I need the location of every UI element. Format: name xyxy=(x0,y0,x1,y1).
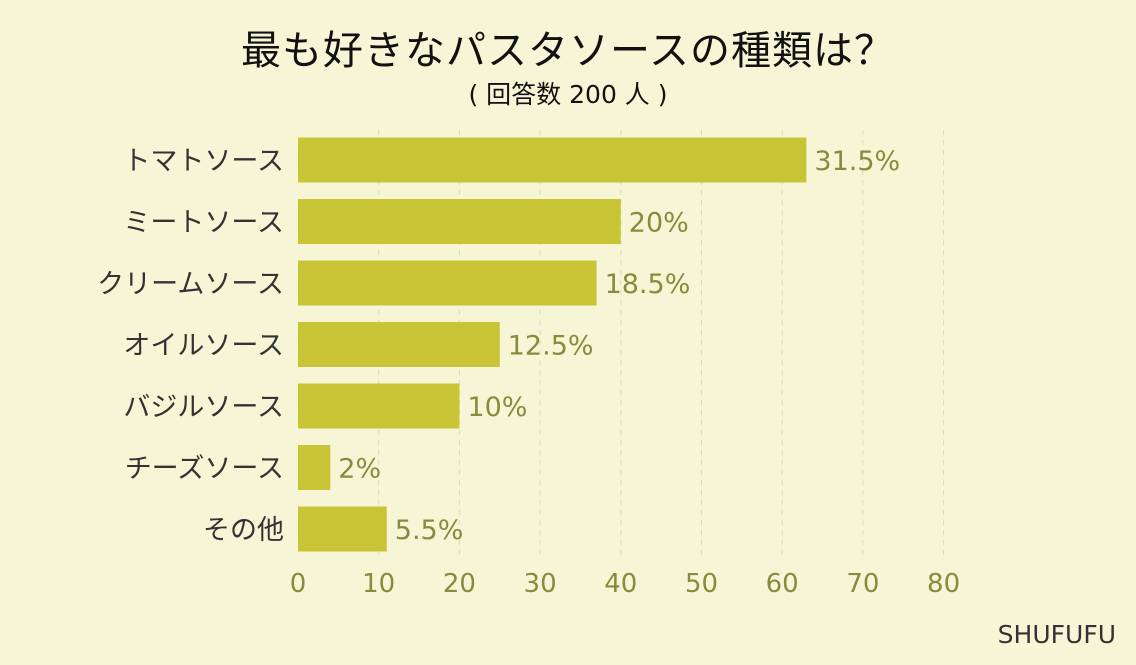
value-label: 18.5% xyxy=(605,269,691,300)
category-label: その他 xyxy=(203,515,284,546)
x-tick-label: 0 xyxy=(290,569,307,599)
value-label: 2% xyxy=(338,454,381,485)
value-label: 12.5% xyxy=(508,331,594,362)
category-label: オイルソース xyxy=(123,331,284,362)
value-label: 5.5% xyxy=(395,515,464,546)
bar xyxy=(298,383,460,429)
category-label: トマトソース xyxy=(123,146,284,177)
grid-lines xyxy=(378,130,945,555)
x-tick-label: 20 xyxy=(443,569,476,599)
bars xyxy=(298,137,807,552)
bar xyxy=(298,137,807,183)
x-tick-label: 70 xyxy=(846,569,879,599)
x-tick-label: 40 xyxy=(604,569,637,599)
category-label: ミートソース xyxy=(123,208,284,239)
x-tick-label: 10 xyxy=(362,569,395,599)
value-label: 10% xyxy=(467,392,527,423)
bar xyxy=(298,322,500,367)
category-label: クリームソース xyxy=(97,269,284,300)
bar xyxy=(298,506,387,552)
value-label: 20% xyxy=(629,208,689,239)
labels: 0 10 20 30 40 50 60 70 80 トマトソース 31.5% ミートソース 20% クリー… xyxy=(97,146,960,599)
bar xyxy=(298,445,331,490)
x-tick-label: 80 xyxy=(927,569,960,599)
category-label: チーズソース xyxy=(125,454,284,485)
x-tick-label: 50 xyxy=(685,569,718,599)
chart-subtitle: ( 回答数 200 人 ) xyxy=(468,80,668,109)
bar xyxy=(298,199,621,244)
value-label: 31.5% xyxy=(814,146,900,177)
chart-title: 最も好きなパスタソースの種類は？ xyxy=(241,28,895,74)
bar xyxy=(298,260,597,306)
x-tick-label: 30 xyxy=(524,569,557,599)
watermark-text: SHUFUFU xyxy=(997,620,1116,649)
category-label: バジルソース xyxy=(123,392,284,423)
x-tick-label: 60 xyxy=(766,569,799,599)
